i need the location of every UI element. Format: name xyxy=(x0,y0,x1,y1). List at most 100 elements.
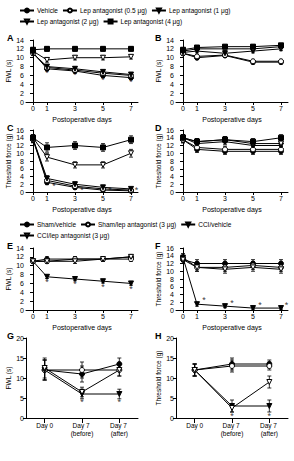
svg-text:*: * xyxy=(118,397,122,407)
svg-text:7: 7 xyxy=(129,105,133,112)
svg-text:14: 14 xyxy=(166,252,174,259)
svg-text:*: * xyxy=(101,75,105,85)
svg-text:Threshold force (g): Threshold force (g) xyxy=(5,134,13,189)
svg-text:Day 7: Day 7 xyxy=(223,422,242,430)
svg-text:*: * xyxy=(73,279,77,289)
svg-text:*: * xyxy=(129,284,133,294)
svg-text:8: 8 xyxy=(170,158,174,165)
svg-text:4: 4 xyxy=(170,173,174,180)
svg-text:0: 0 xyxy=(20,189,24,196)
svg-text:8: 8 xyxy=(170,276,174,283)
svg-text:10: 10 xyxy=(166,54,174,61)
svg-text:5: 5 xyxy=(101,313,105,320)
svg-text:12: 12 xyxy=(166,260,174,267)
svg-text:Threshold force (g): Threshold force (g) xyxy=(155,252,163,307)
svg-text:(after): (after) xyxy=(261,430,278,438)
svg-text:1: 1 xyxy=(45,195,49,202)
svg-text:1: 1 xyxy=(195,105,199,112)
svg-text:0: 0 xyxy=(181,195,185,202)
svg-text:0: 0 xyxy=(181,105,185,112)
svg-text:H: H xyxy=(155,331,162,341)
svg-text:15: 15 xyxy=(16,355,24,362)
svg-text:12: 12 xyxy=(166,142,174,149)
svg-text:1: 1 xyxy=(45,313,49,320)
svg-text:B: B xyxy=(155,33,162,43)
svg-text:0: 0 xyxy=(20,307,24,314)
svg-text:2: 2 xyxy=(20,90,24,97)
svg-text:0: 0 xyxy=(31,313,35,320)
svg-text:*: * xyxy=(135,185,139,195)
svg-text:Threshold force (g): Threshold force (g) xyxy=(155,351,163,406)
svg-text:Day 0: Day 0 xyxy=(36,422,53,430)
svg-text:Postoperative days: Postoperative days xyxy=(52,116,112,124)
svg-text:*: * xyxy=(230,298,234,308)
svg-text:5: 5 xyxy=(101,105,105,112)
svg-text:D: D xyxy=(155,123,162,133)
svg-text:2: 2 xyxy=(20,298,24,305)
svg-text:5: 5 xyxy=(101,195,105,202)
svg-text:*: * xyxy=(230,411,234,421)
svg-text:12: 12 xyxy=(16,142,24,149)
svg-text:10: 10 xyxy=(166,150,174,157)
svg-text:(before): (before) xyxy=(71,430,94,438)
svg-text:14: 14 xyxy=(16,37,24,44)
svg-text:5: 5 xyxy=(251,105,255,112)
svg-text:Day 7: Day 7 xyxy=(110,422,129,430)
svg-text:16: 16 xyxy=(166,127,174,134)
svg-text:12: 12 xyxy=(16,253,24,260)
svg-text:3: 3 xyxy=(73,195,77,202)
svg-text:*: * xyxy=(285,300,289,310)
svg-text:8: 8 xyxy=(20,271,24,278)
svg-text:0: 0 xyxy=(170,415,174,422)
svg-text:3: 3 xyxy=(73,105,77,112)
svg-text:4: 4 xyxy=(170,291,174,298)
svg-text:14: 14 xyxy=(166,37,174,44)
svg-text:8: 8 xyxy=(170,63,174,70)
svg-text:A: A xyxy=(7,33,14,43)
svg-text:7: 7 xyxy=(279,105,283,112)
svg-text:6: 6 xyxy=(170,283,174,290)
svg-text:0: 0 xyxy=(31,105,35,112)
svg-text:Lep antagonist (0.5 μg): Lep antagonist (0.5 μg) xyxy=(80,7,147,15)
svg-text:(before): (before) xyxy=(221,430,244,438)
svg-text:6: 6 xyxy=(20,72,24,79)
svg-text:Postoperative days: Postoperative days xyxy=(202,206,262,214)
svg-text:*: * xyxy=(45,68,49,78)
svg-text:10: 10 xyxy=(16,54,24,61)
svg-text:G: G xyxy=(7,331,14,341)
svg-text:16: 16 xyxy=(166,245,174,252)
svg-text:Day 7: Day 7 xyxy=(260,422,279,430)
svg-text:4: 4 xyxy=(170,81,174,88)
svg-text:6: 6 xyxy=(20,165,24,172)
svg-text:*: * xyxy=(268,411,272,421)
svg-text:6: 6 xyxy=(170,165,174,172)
svg-text:Day 7: Day 7 xyxy=(73,422,92,430)
svg-text:Lep antagonist (1 μg): Lep antagonist (1 μg) xyxy=(169,7,231,15)
svg-text:3: 3 xyxy=(223,313,227,320)
svg-text:12: 12 xyxy=(16,45,24,52)
svg-text:10: 10 xyxy=(16,262,24,269)
svg-text:2: 2 xyxy=(170,299,174,306)
svg-text:14: 14 xyxy=(16,245,24,252)
svg-text:*: * xyxy=(258,300,262,310)
svg-text:1: 1 xyxy=(195,313,199,320)
svg-text:10: 10 xyxy=(166,375,174,382)
svg-text:*: * xyxy=(129,77,133,87)
svg-text:4: 4 xyxy=(20,173,24,180)
svg-text:*: * xyxy=(73,70,77,80)
svg-text:15: 15 xyxy=(166,355,174,362)
svg-text:FWL (s): FWL (s) xyxy=(5,60,13,83)
svg-text:*: * xyxy=(101,282,105,292)
svg-text:*: * xyxy=(202,295,206,305)
svg-text:Lep antagonist (4 μg): Lep antagonist (4 μg) xyxy=(121,18,183,26)
svg-text:16: 16 xyxy=(16,127,24,134)
svg-text:5: 5 xyxy=(170,395,174,402)
svg-text:1: 1 xyxy=(195,195,199,202)
svg-text:8: 8 xyxy=(20,63,24,70)
svg-text:Lep antagonist (2 μg): Lep antagonist (2 μg) xyxy=(37,18,99,26)
svg-text:4: 4 xyxy=(20,81,24,88)
svg-text:10: 10 xyxy=(16,375,24,382)
svg-text:7: 7 xyxy=(279,313,283,320)
svg-text:6: 6 xyxy=(170,72,174,79)
svg-text:8: 8 xyxy=(20,158,24,165)
